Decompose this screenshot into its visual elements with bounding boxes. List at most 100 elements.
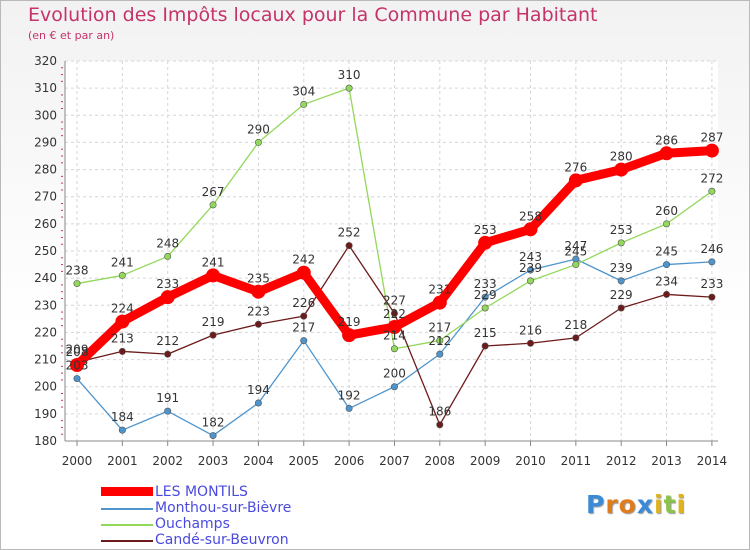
data-point-monthou-sur-bievre — [345, 404, 353, 412]
data-point-cande-sur-beuvron — [254, 320, 262, 328]
data-label-les-montils: 208 — [66, 345, 89, 359]
x-tick-label: 2011 — [561, 454, 592, 468]
data-point-les-montils — [160, 290, 175, 305]
data-label-monthou-sur-bievre: 184 — [111, 410, 134, 424]
data-label-monthou-sur-bievre: 247 — [564, 239, 587, 253]
legend-swatch — [101, 487, 153, 496]
data-label-ouchamps: 239 — [519, 261, 542, 275]
y-tick-label: 230 — [34, 298, 57, 312]
x-tick-label: 2003 — [198, 454, 229, 468]
data-point-cande-sur-beuvron — [663, 290, 671, 298]
data-point-ouchamps — [481, 304, 489, 312]
data-point-les-montils — [296, 265, 311, 280]
data-point-monthou-sur-bievre — [73, 375, 81, 383]
x-tick-label: 2004 — [243, 454, 274, 468]
data-label-cande-sur-beuvron: 229 — [610, 288, 633, 302]
data-point-monthou-sur-bievre — [663, 261, 671, 269]
data-label-ouchamps: 241 — [111, 255, 134, 269]
data-label-monthou-sur-bievre: 239 — [610, 261, 633, 275]
data-label-cande-sur-beuvron: 226 — [292, 296, 315, 310]
data-point-les-montils — [523, 222, 538, 237]
data-point-cande-sur-beuvron — [572, 334, 580, 342]
x-tick-label: 2010 — [515, 454, 546, 468]
data-label-monthou-sur-bievre: 200 — [383, 367, 406, 381]
y-tick-label: 260 — [34, 217, 57, 231]
y-tick-label: 220 — [34, 325, 57, 339]
data-label-monthou-sur-bievre: 192 — [338, 388, 361, 402]
data-point-monthou-sur-bievre — [209, 432, 217, 440]
data-label-monthou-sur-bievre: 212 — [428, 334, 451, 348]
data-label-les-montils: 276 — [564, 160, 587, 174]
data-label-ouchamps: 267 — [202, 185, 225, 199]
data-label-monthou-sur-bievre: 203 — [66, 359, 89, 373]
x-tick-label: 2007 — [379, 454, 410, 468]
data-label-monthou-sur-bievre: 233 — [474, 277, 497, 291]
data-point-ouchamps — [254, 138, 262, 146]
data-label-ouchamps: 253 — [610, 223, 633, 237]
data-point-les-montils — [704, 143, 719, 158]
legend-label: Monthou-sur-Bièvre — [155, 500, 292, 516]
logo-letter: r — [605, 490, 619, 519]
x-tick-label: 2006 — [334, 454, 365, 468]
x-tick-label: 2001 — [107, 454, 138, 468]
data-point-les-montils — [251, 284, 266, 299]
data-label-ouchamps: 229 — [474, 288, 497, 302]
data-point-monthou-sur-bievre — [526, 266, 534, 274]
data-point-les-montils — [432, 295, 447, 310]
data-point-monthou-sur-bievre — [481, 293, 489, 301]
x-tick-label: 2005 — [288, 454, 319, 468]
data-label-les-montils: 233 — [156, 277, 179, 291]
data-label-monthou-sur-bievre: 217 — [292, 321, 315, 335]
data-point-cande-sur-beuvron — [708, 293, 716, 301]
y-tick-label: 190 — [34, 407, 57, 421]
data-label-les-montils: 242 — [292, 253, 315, 267]
data-label-les-montils: 253 — [474, 223, 497, 237]
data-point-les-montils — [614, 162, 629, 177]
data-label-ouchamps: 238 — [66, 264, 89, 278]
logo-letter: t — [663, 490, 677, 519]
data-point-ouchamps — [345, 84, 353, 92]
data-label-cande-sur-beuvron: 212 — [156, 334, 179, 348]
x-tick-label: 2009 — [470, 454, 501, 468]
legend-label: Candé-sur-Beuvron — [155, 532, 289, 548]
data-label-ouchamps: 304 — [292, 84, 315, 98]
data-label-ouchamps: 214 — [383, 329, 406, 343]
data-point-monthou-sur-bievre — [300, 337, 308, 345]
y-tick-label: 300 — [34, 108, 57, 122]
data-label-cande-sur-beuvron: 215 — [474, 326, 497, 340]
chart-title: Evolution des Impôts locaux pour la Comm… — [28, 4, 598, 26]
legend-label: Ouchamps — [155, 516, 230, 532]
data-label-cande-sur-beuvron: 216 — [519, 323, 542, 337]
data-point-cande-sur-beuvron — [390, 309, 398, 317]
data-label-cande-sur-beuvron: 252 — [338, 226, 361, 240]
logo-letter: i — [654, 490, 664, 519]
data-label-monthou-sur-bievre: 246 — [700, 242, 723, 256]
x-tick-label: 2002 — [152, 454, 183, 468]
data-label-les-montils: 280 — [610, 150, 633, 164]
data-label-cande-sur-beuvron: 233 — [700, 277, 723, 291]
data-label-les-montils: 286 — [655, 133, 678, 147]
data-label-les-montils: 222 — [383, 307, 406, 321]
chart-subtitle: (en € et par an) — [28, 29, 115, 42]
data-point-ouchamps — [164, 252, 172, 260]
data-point-les-montils — [206, 268, 221, 283]
data-point-ouchamps — [390, 345, 398, 353]
y-tick-label: 180 — [34, 434, 57, 448]
data-label-cande-sur-beuvron: 213 — [111, 331, 134, 345]
data-point-cande-sur-beuvron — [300, 312, 308, 320]
data-point-ouchamps — [118, 271, 126, 279]
logo-letter: o — [618, 490, 637, 519]
data-label-monthou-sur-bievre: 243 — [519, 250, 542, 264]
data-point-monthou-sur-bievre — [164, 407, 172, 415]
data-point-monthou-sur-bievre — [436, 350, 444, 358]
data-point-monthou-sur-bievre — [254, 399, 262, 407]
data-label-ouchamps: 310 — [338, 68, 361, 82]
data-label-ouchamps: 245 — [564, 245, 587, 259]
x-tick-label: 2008 — [425, 454, 456, 468]
y-tick-label: 250 — [34, 244, 57, 258]
data-point-monthou-sur-bievre — [390, 383, 398, 391]
data-label-les-montils: 258 — [519, 209, 542, 223]
data-label-les-montils: 219 — [338, 315, 361, 329]
